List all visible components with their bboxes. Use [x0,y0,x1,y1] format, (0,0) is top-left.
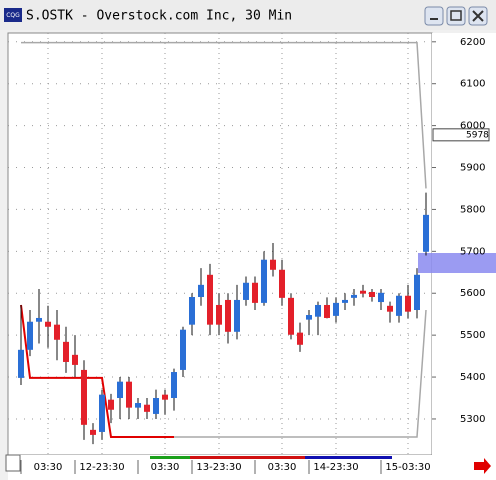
x-tick-label: 15-03:30 [385,462,430,473]
y-tick-label: 5900 [460,163,485,174]
candle-body [63,341,69,362]
candle-body [360,290,366,294]
x-tick-label: 12-23:30 [79,462,124,473]
corner-box[interactable] [5,454,21,472]
candle-body [261,259,267,303]
candle-body [162,394,168,400]
window-title: S.OSTK - Overstock.com Inc, 30 Min [26,9,292,24]
candle-body [81,369,87,425]
candle-body [54,324,60,340]
candle-body [153,398,159,414]
candle-body [378,292,384,303]
candle-body [315,304,321,317]
title-bar [0,0,496,30]
candle-body [423,214,429,252]
y-tick-label: 5700 [460,246,485,257]
candle-body [99,394,105,432]
candle-body [387,305,393,312]
maximize-button[interactable] [446,6,466,26]
candle-body [90,429,96,435]
candle-body [396,295,402,316]
candle-body [405,295,411,312]
candle-body [180,329,186,370]
candle-body [18,349,24,378]
candle-body [198,284,204,298]
candle-body [108,399,114,410]
candle-body [288,297,294,335]
last-price-label: 5978 [466,130,489,140]
candle-body [243,282,249,300]
x-tick-label: 13-23:30 [196,462,241,473]
y-tick-label: 6100 [460,79,485,90]
app-icon-text: CQG [6,12,20,19]
candle-body [252,282,258,303]
candle-body [324,304,330,318]
candle-body [72,354,78,365]
candle-body [225,299,231,332]
minimize-button[interactable] [424,6,444,26]
x-tick-label: 03:30 [34,462,63,473]
x-tick-label: 14-23:30 [313,462,358,473]
y-tick-label: 5500 [460,330,485,341]
indicator-line [20,304,174,438]
session-bar [190,456,305,459]
candle-body [135,403,141,408]
y-tick-label: 6000 [460,121,485,132]
x-tick-label: 03:30 [151,462,180,473]
y-tick-label: 5300 [460,414,485,425]
candle-body [414,274,420,311]
candle-body [144,404,150,412]
candle-body [27,321,33,350]
candle-body [369,291,375,298]
x-tick-label: 03:30 [268,462,297,473]
candle-body [117,381,123,399]
app-icon [4,8,22,22]
candle-body [351,294,357,298]
candle-body [207,274,213,325]
y-tick-label: 5600 [460,288,485,299]
session-bar [150,456,190,459]
candle-body [297,332,303,345]
close-button[interactable] [468,6,488,26]
candle-body [126,381,132,408]
scroll-arrow[interactable] [474,458,491,474]
indicator-line [174,309,427,438]
candle-body [279,269,285,298]
price-axis [432,33,496,455]
indicator-line [21,41,427,189]
time-axis [8,455,496,480]
candle-body [45,321,51,327]
candle-body [270,259,276,270]
candle-body [342,299,348,303]
session-bar [305,456,392,459]
candle-body [234,299,240,332]
y-tick-label: 5800 [460,204,485,215]
y-tick-label: 6200 [460,37,485,48]
candle-body [216,304,222,325]
candle-body [171,372,177,399]
plot-area [7,32,433,456]
candle-body [36,317,42,322]
candle-body [306,315,312,320]
cursor-highlight [418,253,496,273]
last-price-box [432,128,490,142]
y-tick-label: 5400 [460,372,485,383]
candle-body [333,302,339,316]
candle-body [189,297,195,325]
